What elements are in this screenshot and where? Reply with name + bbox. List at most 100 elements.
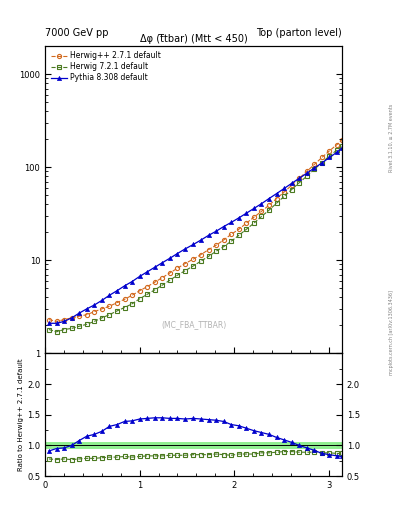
Legend: Herwig++ 2.7.1 default, Herwig 7.2.1 default, Pythia 8.308 default: Herwig++ 2.7.1 default, Herwig 7.2.1 def… xyxy=(49,50,163,84)
Herwig 7.2.1 default xyxy=(115,308,119,314)
Herwig 7.2.1 default xyxy=(340,143,344,149)
Pythia 8.308 default xyxy=(289,180,294,186)
Herwig 7.2.1 default xyxy=(92,318,97,325)
Pythia 8.308 default xyxy=(84,306,89,312)
Herwig++ 2.7.1 default xyxy=(122,296,127,303)
Herwig++ 2.7.1 default xyxy=(145,284,150,290)
Line: Herwig++ 2.7.1 default: Herwig++ 2.7.1 default xyxy=(47,138,344,324)
Herwig++ 2.7.1 default xyxy=(115,300,119,306)
Pythia 8.308 default xyxy=(167,255,172,261)
Herwig 7.2.1 default xyxy=(214,248,219,254)
Herwig 7.2.1 default xyxy=(77,323,82,329)
Herwig 7.2.1 default xyxy=(160,282,165,288)
Pythia 8.308 default xyxy=(145,269,150,275)
Herwig 7.2.1 default xyxy=(183,268,187,274)
Pythia 8.308 default xyxy=(62,318,66,325)
Herwig++ 2.7.1 default xyxy=(137,288,142,294)
Pythia 8.308 default xyxy=(130,279,134,285)
Herwig++ 2.7.1 default xyxy=(92,309,97,315)
Line: Herwig 7.2.1 default: Herwig 7.2.1 default xyxy=(47,144,344,334)
Herwig++ 2.7.1 default xyxy=(214,242,219,248)
Pythia 8.308 default xyxy=(115,288,119,294)
Text: (MC_FBA_TTBAR): (MC_FBA_TTBAR) xyxy=(161,319,226,329)
Herwig 7.2.1 default xyxy=(99,315,104,321)
Herwig++ 2.7.1 default xyxy=(77,313,82,319)
Herwig++ 2.7.1 default xyxy=(84,312,89,318)
Herwig++ 2.7.1 default xyxy=(327,147,332,154)
Herwig 7.2.1 default xyxy=(327,153,332,159)
Herwig++ 2.7.1 default xyxy=(237,226,241,232)
Pythia 8.308 default xyxy=(267,196,272,202)
Pythia 8.308 default xyxy=(77,310,82,316)
Herwig++ 2.7.1 default xyxy=(305,168,309,175)
Herwig 7.2.1 default xyxy=(282,194,286,200)
Herwig++ 2.7.1 default xyxy=(99,306,104,312)
Herwig++ 2.7.1 default xyxy=(175,265,180,271)
Pythia 8.308 default xyxy=(282,185,286,191)
Herwig++ 2.7.1 default xyxy=(199,251,204,258)
Herwig 7.2.1 default xyxy=(237,232,241,239)
Herwig 7.2.1 default xyxy=(320,160,324,166)
Herwig 7.2.1 default xyxy=(137,296,142,302)
Herwig 7.2.1 default xyxy=(312,166,317,173)
Herwig++ 2.7.1 default xyxy=(297,175,301,181)
Text: mcplots.cern.ch [arXiv:1306.3436]: mcplots.cern.ch [arXiv:1306.3436] xyxy=(389,290,393,375)
Herwig++ 2.7.1 default xyxy=(160,274,165,281)
Herwig 7.2.1 default xyxy=(47,327,51,333)
Herwig++ 2.7.1 default xyxy=(130,292,134,298)
Herwig++ 2.7.1 default xyxy=(206,247,211,253)
Pythia 8.308 default xyxy=(237,215,241,221)
Herwig 7.2.1 default xyxy=(229,238,233,244)
Herwig 7.2.1 default xyxy=(152,287,157,293)
Pythia 8.308 default xyxy=(69,315,74,321)
Herwig++ 2.7.1 default xyxy=(289,182,294,188)
Pythia 8.308 default xyxy=(221,223,226,229)
Herwig 7.2.1 default xyxy=(206,253,211,260)
Pythia 8.308 default xyxy=(137,273,142,280)
Herwig++ 2.7.1 default xyxy=(221,237,226,243)
Pythia 8.308 default xyxy=(214,228,219,234)
Text: Rivet 3.1.10, ≥ 2.7M events: Rivet 3.1.10, ≥ 2.7M events xyxy=(389,104,393,173)
Herwig 7.2.1 default xyxy=(297,180,301,186)
Herwig++ 2.7.1 default xyxy=(152,279,157,285)
Herwig++ 2.7.1 default xyxy=(282,189,286,195)
Pythia 8.308 default xyxy=(305,170,309,176)
Herwig++ 2.7.1 default xyxy=(259,208,264,215)
Herwig++ 2.7.1 default xyxy=(274,196,279,202)
Herwig++ 2.7.1 default xyxy=(312,161,317,167)
Herwig++ 2.7.1 default xyxy=(335,141,340,147)
Herwig 7.2.1 default xyxy=(54,329,59,335)
Herwig++ 2.7.1 default xyxy=(340,137,344,143)
Herwig++ 2.7.1 default xyxy=(62,316,66,323)
Herwig++ 2.7.1 default xyxy=(244,220,249,226)
Pythia 8.308 default xyxy=(335,149,340,155)
Herwig 7.2.1 default xyxy=(107,312,112,318)
Pythia 8.308 default xyxy=(107,292,112,298)
Herwig 7.2.1 default xyxy=(221,244,226,250)
Pythia 8.308 default xyxy=(122,283,127,289)
Herwig 7.2.1 default xyxy=(305,173,309,179)
Herwig++ 2.7.1 default xyxy=(47,316,51,323)
Pythia 8.308 default xyxy=(297,175,301,181)
Pythia 8.308 default xyxy=(340,145,344,151)
Herwig++ 2.7.1 default xyxy=(252,214,256,220)
Text: 7000 GeV pp: 7000 GeV pp xyxy=(45,28,109,38)
Herwig 7.2.1 default xyxy=(252,220,256,226)
Pythia 8.308 default xyxy=(312,165,317,171)
Pythia 8.308 default xyxy=(327,155,332,161)
Herwig 7.2.1 default xyxy=(84,321,89,327)
Herwig++ 2.7.1 default xyxy=(229,231,233,238)
Pythia 8.308 default xyxy=(152,264,157,270)
Pythia 8.308 default xyxy=(199,237,204,243)
Herwig 7.2.1 default xyxy=(267,207,272,213)
Line: Pythia 8.308 default: Pythia 8.308 default xyxy=(47,146,344,326)
Pythia 8.308 default xyxy=(183,246,187,252)
Pythia 8.308 default xyxy=(47,320,51,326)
Pythia 8.308 default xyxy=(160,260,165,266)
Herwig++ 2.7.1 default xyxy=(167,270,172,276)
Herwig++ 2.7.1 default xyxy=(54,318,59,325)
Pythia 8.308 default xyxy=(191,241,196,247)
Title: Δφ (t̅tbar) (Mtt < 450): Δφ (t̅tbar) (Mtt < 450) xyxy=(140,34,248,44)
Herwig 7.2.1 default xyxy=(145,291,150,297)
Herwig 7.2.1 default xyxy=(122,305,127,311)
